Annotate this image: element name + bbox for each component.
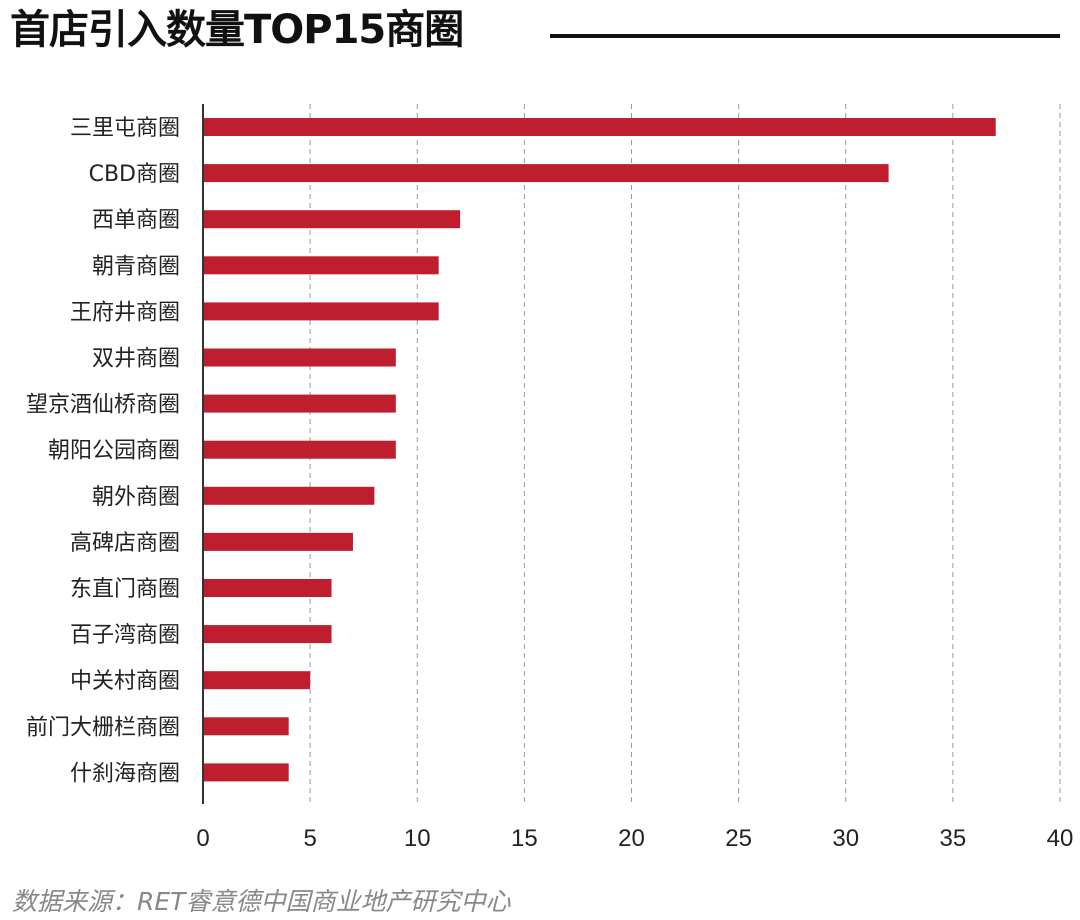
category-label: 朝阳公园商圈 (48, 439, 180, 464)
bar (203, 164, 889, 183)
title-rule (550, 34, 1060, 38)
x-tick-label: 40 (1047, 825, 1074, 852)
bar (203, 440, 396, 459)
category-label: 中关村商圈 (70, 669, 180, 694)
bar (203, 579, 332, 597)
x-tick-label: 15 (511, 825, 538, 852)
x-tick-label: 5 (303, 825, 316, 852)
bar (203, 717, 289, 736)
x-tick-label: 0 (196, 825, 209, 852)
category-label: 什刹海商圈 (70, 761, 180, 786)
source-note: 数据来源：RET睿意德中国商业地产研究中心 (12, 887, 511, 916)
bar (203, 210, 461, 229)
bar (203, 256, 439, 275)
x-tick-label: 20 (618, 825, 645, 852)
bar (203, 118, 996, 136)
category-label: 双井商圈 (92, 347, 180, 372)
bar (203, 671, 311, 690)
bar (203, 348, 396, 367)
bar (203, 394, 396, 413)
x-tick-label: 35 (940, 825, 967, 852)
category-label: 前门大栅栏商圈 (26, 715, 180, 740)
bar (203, 625, 332, 644)
category-label: 东直门商圈 (70, 577, 180, 602)
bar (203, 486, 375, 505)
category-label: 望京酒仙桥商圈 (26, 393, 180, 418)
category-label: 三里屯商圈 (70, 116, 180, 141)
category-label: 朝外商圈 (92, 485, 180, 510)
x-tick-label: 25 (725, 825, 752, 852)
bar-chart: 0 5 10 15 20 25 30 35 40 三里屯商圈 CBD商圈西单商圈朝青商圈王府井商圈双… (26, 104, 1074, 852)
bar (203, 532, 353, 551)
x-tick-label: 30 (832, 825, 859, 852)
bar (203, 763, 289, 782)
category-label: 高碑店商圈 (70, 531, 180, 556)
category-label: 百子湾商圈 (70, 623, 180, 648)
chart-title: 首店引入数量TOP15商圈 (10, 7, 464, 53)
title-row: 首店引入数量TOP15商圈 (10, 6, 1070, 54)
category-label: 朝青商圈 (92, 254, 180, 279)
x-tick-label: 10 (404, 825, 431, 852)
category-label: CBD商圈 (89, 162, 180, 187)
category-label: 王府井商圈 (70, 300, 180, 325)
bar (203, 302, 439, 321)
category-label: 西单商圈 (92, 208, 180, 233)
